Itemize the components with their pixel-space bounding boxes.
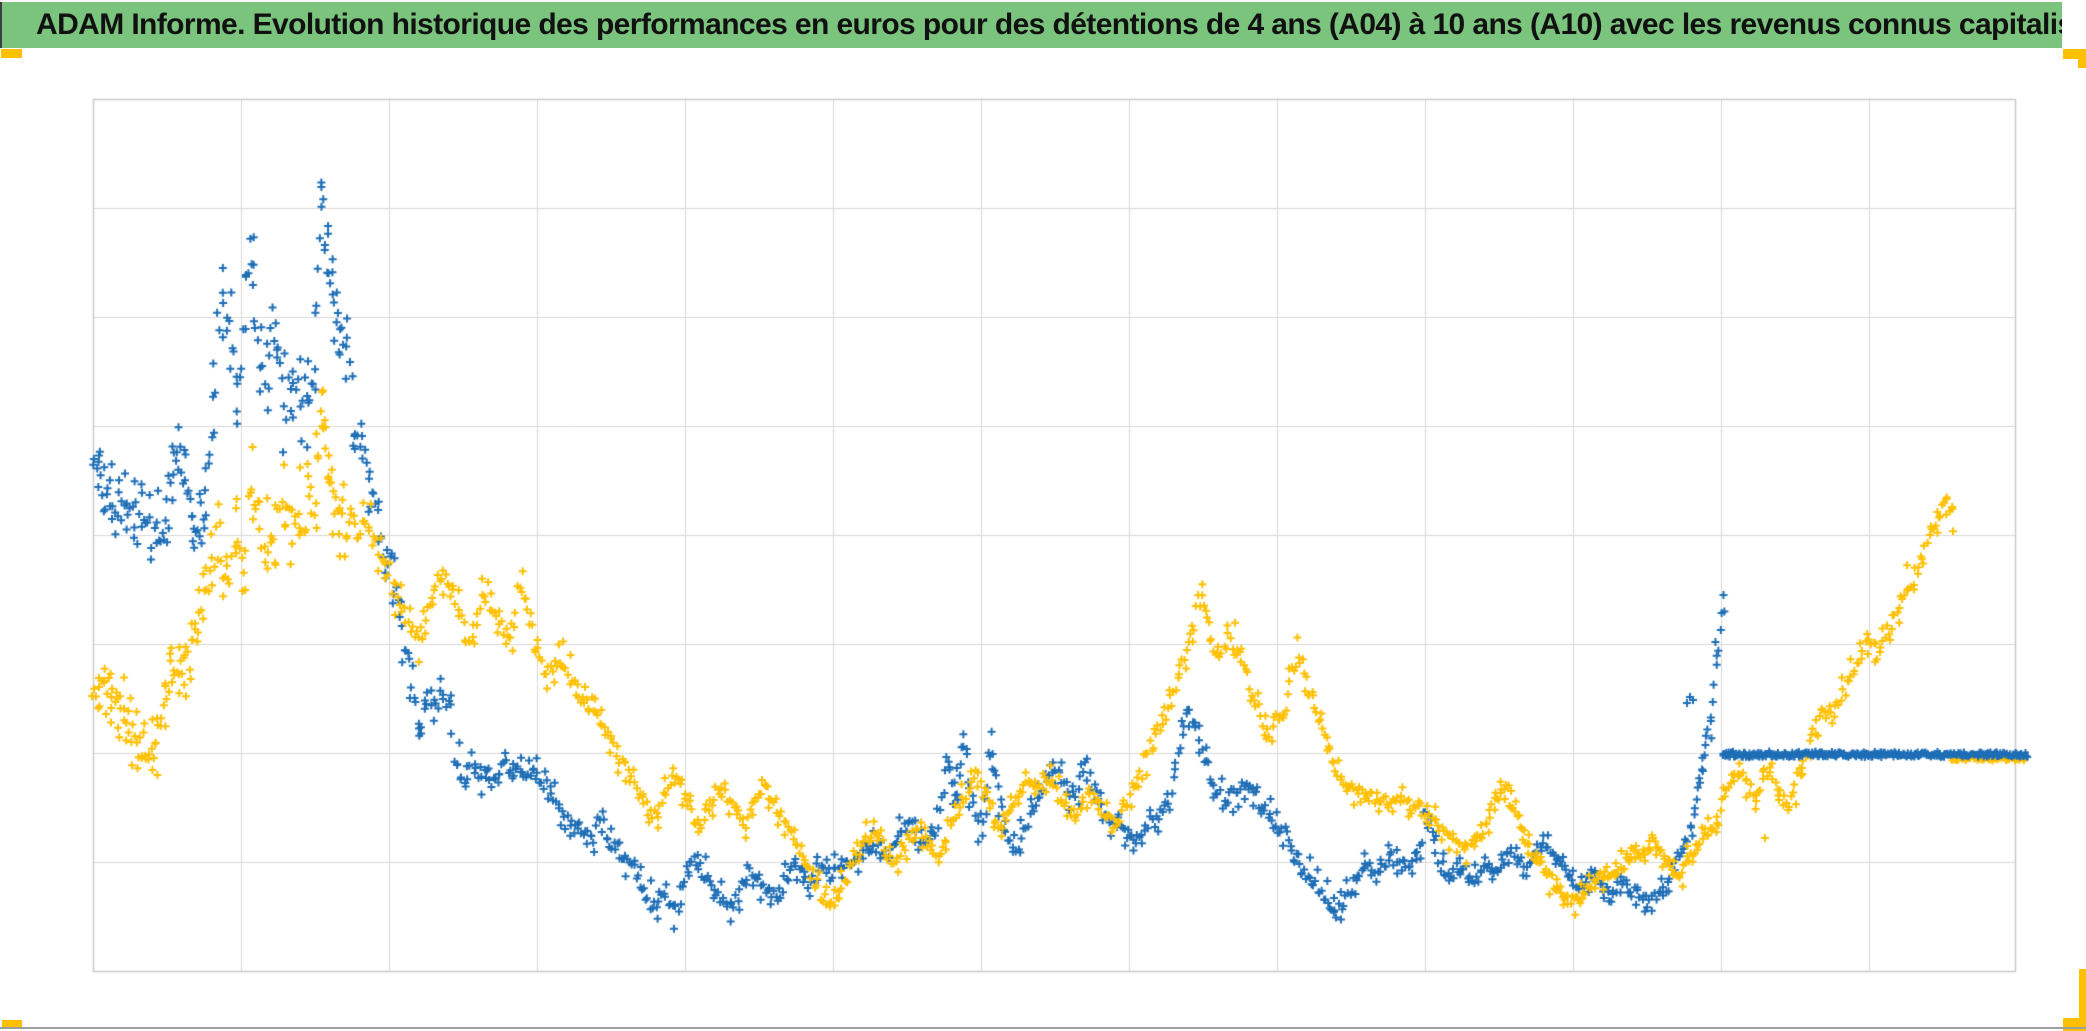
page-break-mark-bottom-left xyxy=(2,1020,22,1029)
page-break-mark-bottom-right-vertical xyxy=(2079,969,2086,1031)
page-break-mark-bottom-right xyxy=(2063,1018,2086,1031)
page-break-line xyxy=(0,1027,2086,1029)
page-break-mark-top-right-vertical xyxy=(2078,49,2086,68)
page-break-mark-top-left xyxy=(1,49,22,58)
page-break-mark-top-right xyxy=(2063,49,2086,59)
